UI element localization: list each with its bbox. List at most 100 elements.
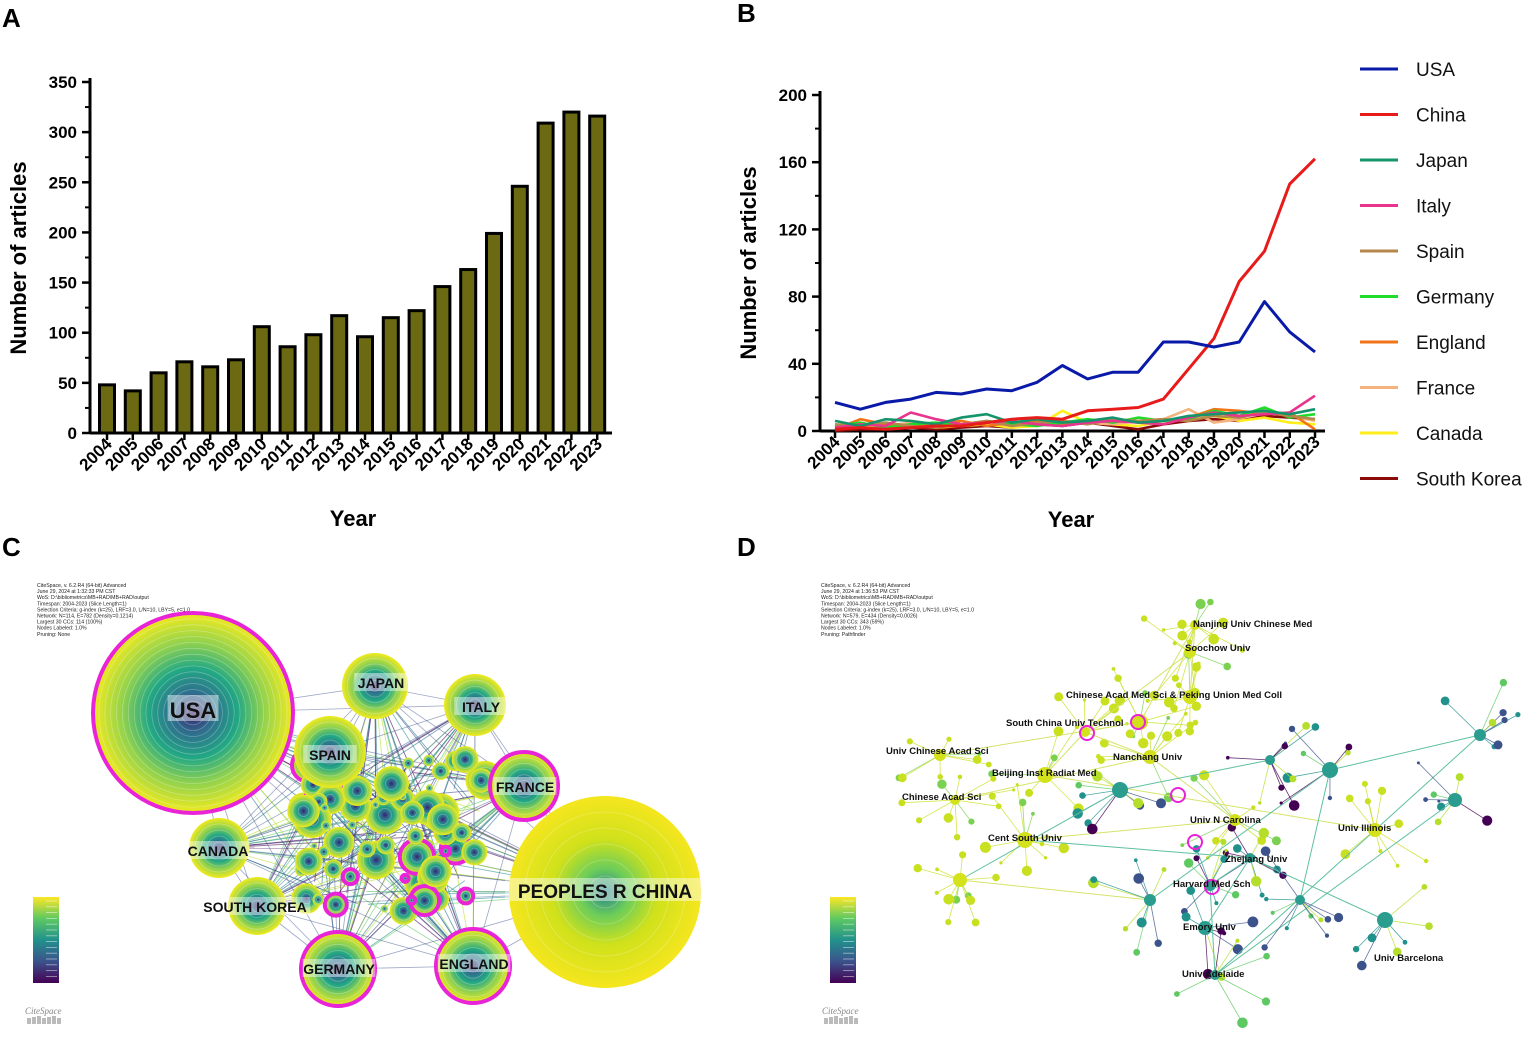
logo-bar [27, 1018, 31, 1024]
network-node [1394, 819, 1404, 828]
node-spain-ring [317, 739, 343, 765]
node-spain-ring [305, 727, 355, 777]
network-edge [1024, 819, 1236, 841]
node-china-ring [572, 859, 638, 925]
network-node [1096, 754, 1101, 759]
logo-bar [37, 1016, 41, 1024]
cluster-node-disc [324, 893, 347, 916]
network-node [913, 864, 922, 873]
cluster-node-ring [379, 771, 404, 796]
node-germany-ring [331, 962, 345, 976]
network-node [1162, 731, 1173, 742]
network-node [1018, 798, 1027, 807]
network-node [957, 774, 963, 780]
node-france-centrality-ring [488, 750, 560, 822]
cluster-node [320, 820, 331, 831]
cluster-node-ring [364, 846, 371, 853]
node-label-bg [354, 673, 408, 691]
network-edge [1214, 974, 1267, 1002]
network-node [1423, 858, 1429, 864]
cluster-node-ring [443, 849, 448, 853]
network-edge [1149, 717, 1169, 758]
node-japan-ring [363, 674, 387, 698]
network-node [1154, 939, 1162, 947]
bar [330, 314, 349, 435]
node-usa-ring [145, 665, 241, 761]
network-node [1161, 867, 1167, 872]
node-germany-centrality-ring [299, 930, 377, 1008]
cluster-node-disc [342, 775, 373, 807]
network-edge [939, 754, 978, 760]
network-node [1214, 901, 1219, 906]
node-spain [294, 716, 366, 788]
hub-node [1210, 970, 1220, 980]
network-node [1220, 855, 1228, 863]
network-edge [1093, 882, 1151, 901]
cluster-node-ring [351, 785, 363, 797]
network-node [1261, 944, 1268, 951]
node-usa-ring [98, 618, 288, 808]
network-edge [954, 778, 994, 801]
bar [381, 316, 400, 435]
network-edge [1384, 886, 1425, 921]
node-label-bg [186, 841, 250, 859]
network-node [1145, 698, 1150, 703]
network-edge [959, 789, 1121, 881]
network-node [1190, 774, 1198, 782]
network-edge [1374, 829, 1398, 867]
network-node [985, 761, 992, 768]
legend-label: China [1416, 106, 1466, 127]
node-canada [189, 818, 249, 878]
network-edge [1044, 726, 1078, 776]
network-edge [1227, 757, 1271, 761]
node-italy-ring [468, 698, 482, 712]
network-node [990, 775, 997, 782]
cluster-node-disc [451, 746, 479, 773]
cluster-node-disc [320, 803, 329, 812]
cluster-node-disc [410, 886, 440, 916]
cluster-node [373, 766, 409, 802]
node-germany-ring [319, 950, 357, 988]
cluster-node [461, 839, 488, 866]
cluster-node-disc [323, 827, 355, 858]
node-england-ring [460, 953, 486, 979]
network-node [1171, 674, 1179, 682]
network-node [1192, 719, 1199, 726]
network-edge [1204, 927, 1209, 975]
network-edge [1209, 884, 1216, 976]
network-node [1058, 842, 1070, 854]
cluster-node-ring [398, 905, 409, 916]
cluster-node-ring [426, 758, 432, 763]
node-spain-disc [294, 716, 366, 788]
hub-node [1265, 755, 1275, 765]
cluster-node-ring [362, 846, 390, 874]
node-france-ring [500, 762, 548, 810]
cluster-node-ring [329, 865, 337, 873]
network-node [1039, 841, 1045, 847]
network-node [937, 774, 943, 780]
citespace-logo: CiteSpace [822, 1006, 859, 1016]
network-node [1318, 917, 1324, 923]
network-node [916, 817, 923, 824]
network-node [971, 918, 980, 927]
cluster-node-disc [407, 827, 424, 845]
hub-node [1080, 727, 1090, 737]
node-japan-ring [358, 669, 392, 703]
cluster-node [407, 827, 424, 845]
network-node [1186, 721, 1194, 729]
network-node [1392, 947, 1402, 957]
network-edge [1361, 919, 1386, 966]
network-edge [1364, 783, 1376, 831]
logo-bar [829, 1017, 833, 1024]
node-label: FRANCE [496, 779, 554, 795]
bar [510, 184, 529, 435]
node-usa-ring [163, 683, 223, 743]
network-node [1233, 844, 1242, 853]
cluster-node-ring [465, 843, 484, 862]
node-spain-ring [311, 733, 349, 771]
cluster-node-disc [312, 893, 325, 906]
cluster-node-ring [469, 847, 480, 858]
network-node [1012, 788, 1016, 792]
node-japan [342, 653, 408, 719]
node-france-ring [506, 768, 542, 804]
